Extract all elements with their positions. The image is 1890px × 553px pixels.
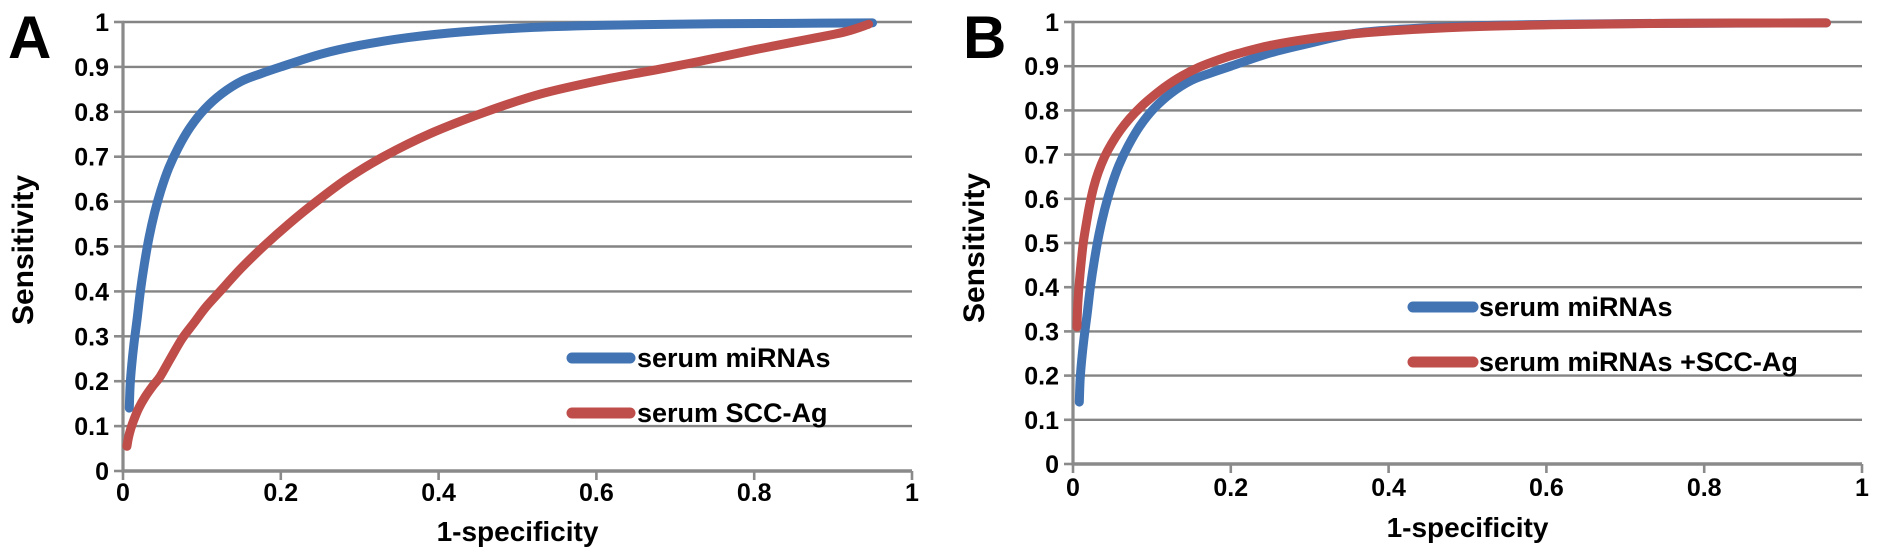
x-tick-label: 1 xyxy=(1855,474,1869,502)
y-axis-title: Sensitivity xyxy=(958,173,991,323)
panel-b-plot: 0 0.1 0.2 0.3 0.4 0.5 0.6 0.7 0.8 0.9 1 0 0.2 0.4 0.6 0… xyxy=(958,9,1869,543)
roc-curve-serum-mirnas xyxy=(1074,18,1831,407)
y-tick-label: 0.7 xyxy=(74,144,109,172)
roc-curve-serum-mirnas-scc-ag xyxy=(1072,18,1831,332)
y-tick-label: 0.3 xyxy=(74,323,109,351)
x-tick-label: 1 xyxy=(905,479,919,507)
y-tick-label: 1 xyxy=(95,9,109,37)
panel-a: A 0 0.1 0.2 0.3 0.4 0.5 0.6 0.7 0.8 0.9 1 0 0.2 0.4 0.… xyxy=(7,4,919,547)
y-tick-label: 0.3 xyxy=(1024,318,1059,346)
legend-label-serum-mirnas: serum miRNAs xyxy=(637,343,831,373)
x-tick-label: 0.2 xyxy=(1213,474,1248,502)
y-tick-label: 0 xyxy=(1045,451,1059,479)
y-tick-label: 0.9 xyxy=(1024,53,1059,81)
y-tick-label: 0.6 xyxy=(74,189,109,217)
y-tick-label: 0.6 xyxy=(1024,186,1059,214)
y-tick-label: 1 xyxy=(1045,9,1059,37)
roc-curve-serum-scc-ag xyxy=(122,19,874,451)
x-axis-title: 1-specificity xyxy=(1387,512,1549,543)
x-tick-label: 0 xyxy=(116,479,130,507)
x-tick-label: 0.6 xyxy=(579,479,614,507)
y-tick-label: 0.2 xyxy=(74,368,109,396)
y-tick-label: 0.4 xyxy=(74,278,109,306)
y-tick-label: 0.9 xyxy=(74,54,109,82)
y-tick-label: 0.5 xyxy=(1024,230,1059,258)
y-tick-label: 0.8 xyxy=(1024,97,1059,125)
legend-label-serum-mirnas: serum miRNAs xyxy=(1479,292,1673,322)
panel-b: B 0 0.1 0.2 0.3 0.4 0.5 0.6 0.7 0.8 0.9 1 0 0.2 0.4 0.… xyxy=(945,0,1890,553)
y-tick-label: 0.8 xyxy=(74,99,109,127)
x-tick-label: 0.2 xyxy=(263,479,298,507)
y-tick-label: 0.1 xyxy=(1024,407,1059,435)
x-axis-title: 1-specificity xyxy=(437,516,599,547)
y-tick-label: 0.1 xyxy=(74,413,109,441)
x-tick-label: 0 xyxy=(1066,474,1080,502)
y-axis-title: Sensitivity xyxy=(7,175,40,325)
legend-label-serum-scc-ag: serum SCC-Ag xyxy=(637,398,828,428)
x-tick-label: 0.4 xyxy=(1371,474,1406,502)
x-tick-label: 0.8 xyxy=(1687,474,1722,502)
x-tick-label: 0.6 xyxy=(1529,474,1564,502)
panel-a-letter: A xyxy=(8,4,52,71)
y-tick-label: 0.2 xyxy=(1024,363,1059,391)
roc-curve-serum-mirnas xyxy=(124,18,878,413)
y-tick-label: 0 xyxy=(95,458,109,486)
x-tick-label: 0.4 xyxy=(421,479,456,507)
panel-a-plot: 0 0.1 0.2 0.3 0.4 0.5 0.6 0.7 0.8 0.9 1 0 0.2 0.4 0.6 0… xyxy=(7,9,919,547)
y-tick-label: 0.4 xyxy=(1024,274,1059,302)
x-tick-label: 0.8 xyxy=(737,479,772,507)
y-tick-label: 0.5 xyxy=(74,234,109,262)
y-tick-label: 0.7 xyxy=(1024,142,1059,170)
legend-label-serum-mirnas-scc-ag: serum miRNAs +SCC-Ag xyxy=(1479,347,1798,377)
panel-b-letter: B xyxy=(963,4,1007,71)
